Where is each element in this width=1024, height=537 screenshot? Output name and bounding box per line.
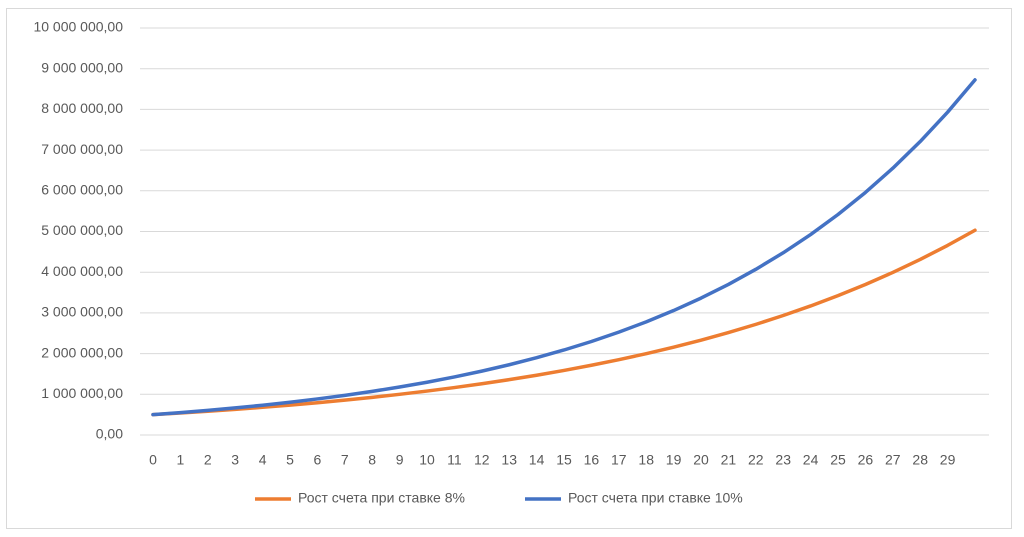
x-tick-label: 18 (638, 452, 654, 468)
x-tick-label: 11 (447, 452, 462, 468)
x-tick-label: 1 (177, 452, 185, 468)
chart-border (6, 8, 1012, 529)
y-tick-label: 3 000 000,00 (41, 304, 123, 320)
x-tick-label: 2 (204, 452, 212, 468)
x-tick-label: 3 (231, 452, 239, 468)
x-tick-label: 9 (396, 452, 404, 468)
y-tick-label: 0,00 (96, 426, 123, 442)
x-tick-label: 7 (341, 452, 349, 468)
y-tick-label: 10 000 000,00 (33, 19, 123, 35)
x-tick-label: 17 (611, 452, 627, 468)
x-tick-label: 14 (529, 452, 545, 468)
x-tick-label: 15 (556, 452, 572, 468)
x-tick-label: 13 (501, 452, 517, 468)
x-tick-label: 10 (419, 452, 435, 468)
y-tick-label: 5 000 000,00 (41, 222, 123, 238)
x-tick-label: 23 (775, 452, 791, 468)
x-tick-label: 28 (912, 452, 928, 468)
y-tick-label: 8 000 000,00 (41, 100, 123, 116)
x-tick-label: 12 (474, 452, 490, 468)
x-tick-label: 26 (858, 452, 874, 468)
x-tick-label: 6 (314, 452, 322, 468)
x-tick-label: 25 (830, 452, 846, 468)
x-tick-label: 27 (885, 452, 901, 468)
x-tick-label: 24 (803, 452, 819, 468)
x-tick-label: 5 (286, 452, 294, 468)
x-tick-label: 29 (940, 452, 956, 468)
legend-label: Рост счета при ставке 8% (298, 490, 465, 506)
y-tick-label: 4 000 000,00 (41, 263, 123, 279)
x-tick-label: 0 (149, 452, 157, 468)
x-tick-label: 21 (721, 452, 737, 468)
x-tick-label: 20 (693, 452, 709, 468)
x-tick-label: 19 (666, 452, 682, 468)
line-series (151, 228, 977, 417)
y-tick-label: 6 000 000,00 (41, 182, 123, 198)
legend-label: Рост счета при ставке 10% (568, 490, 743, 506)
y-tick-label: 9 000 000,00 (41, 59, 123, 75)
line-series (151, 78, 977, 417)
y-tick-label: 7 000 000,00 (41, 141, 123, 157)
x-tick-label: 8 (368, 452, 376, 468)
x-tick-label: 16 (584, 452, 600, 468)
y-tick-label: 2 000 000,00 (41, 344, 123, 360)
x-tick-label: 22 (748, 452, 764, 468)
y-tick-label: 1 000 000,00 (41, 385, 123, 401)
x-tick-label: 4 (259, 452, 267, 468)
